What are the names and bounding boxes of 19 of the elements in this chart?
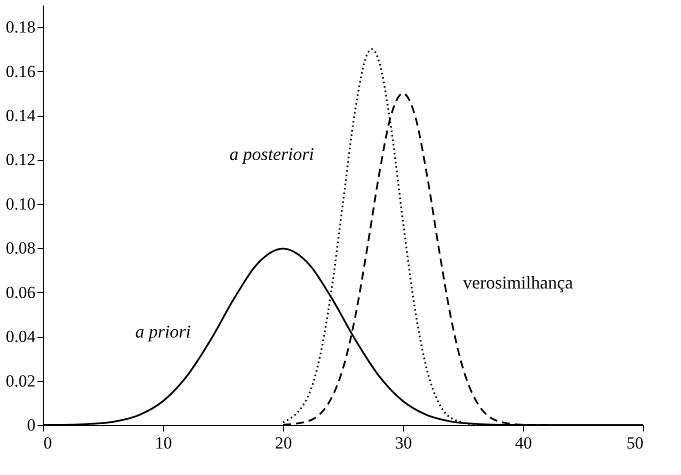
x-tick-label: 50 bbox=[626, 434, 644, 452]
y-tick-label: 0 bbox=[27, 416, 36, 434]
series-label: verosimilhança bbox=[463, 272, 573, 292]
y-tick-label: 0.10 bbox=[6, 194, 36, 214]
y-tick-label: 0.04 bbox=[6, 327, 36, 346]
x-tick-label: 30 bbox=[395, 434, 412, 452]
y-tick-label: 0.12 bbox=[6, 150, 36, 170]
y-tick-label: 0.06 bbox=[6, 282, 36, 302]
x-tick-label: 20 bbox=[275, 434, 292, 452]
x-tick-label: 40 bbox=[515, 434, 532, 452]
y-tick-label: 0.08 bbox=[6, 238, 36, 258]
series-label: a priori bbox=[135, 322, 191, 342]
x-tick-label: 0 bbox=[44, 434, 52, 452]
series-label: a posteriori bbox=[230, 144, 314, 164]
y-tick-label: 0.14 bbox=[6, 106, 36, 126]
y-tick-label: 0.02 bbox=[6, 371, 36, 390]
y-tick-label: 0.18 bbox=[6, 18, 36, 37]
x-tick-label: 10 bbox=[155, 434, 172, 452]
y-tick-label: 0.16 bbox=[6, 62, 36, 81]
